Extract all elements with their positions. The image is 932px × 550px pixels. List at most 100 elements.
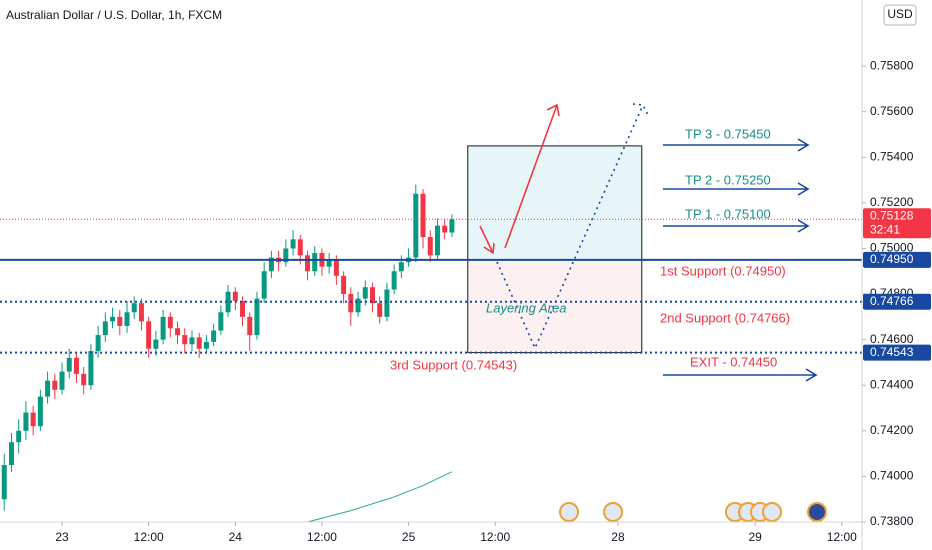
candle-body xyxy=(30,412,36,427)
candle-body xyxy=(95,335,101,352)
candle-body xyxy=(1,465,7,500)
moving-average xyxy=(307,471,453,523)
candle-body xyxy=(45,380,51,397)
y-tick-label: 0.75800 xyxy=(870,58,914,72)
event-icons xyxy=(559,502,827,522)
candle-body xyxy=(232,291,238,301)
level-label: 0.74950 xyxy=(870,252,914,266)
candle-body xyxy=(449,219,455,233)
tp2-arrow xyxy=(663,182,810,196)
level-label: 0.74766 xyxy=(870,294,914,308)
red-arrow-down xyxy=(479,225,495,255)
annotation: 1st Support (0.74950) xyxy=(660,263,786,278)
candle-body xyxy=(160,316,166,340)
tp1-arrow xyxy=(663,219,810,233)
event-flag[interactable] xyxy=(603,502,623,522)
x-tick-label: 12:00 xyxy=(827,530,857,544)
tp3-arrow xyxy=(663,138,810,152)
candle-body xyxy=(81,373,87,386)
candle-body xyxy=(341,275,347,295)
x-tick-label: 28 xyxy=(611,530,625,544)
candle-body xyxy=(312,253,318,272)
y-tick-label: 0.74200 xyxy=(870,423,914,437)
annotation: EXIT - 0.74450 xyxy=(690,354,777,369)
candle-body xyxy=(377,303,383,317)
level-label: 0.74543 xyxy=(870,345,914,359)
y-tick-label: 0.75000 xyxy=(870,241,914,255)
candle-body xyxy=(413,193,419,258)
candle-body xyxy=(420,193,426,238)
candle-body xyxy=(52,380,58,390)
zone xyxy=(467,145,643,261)
candle-body xyxy=(73,357,79,374)
event-flag[interactable] xyxy=(807,502,827,522)
candle-body xyxy=(268,257,274,272)
event-flag[interactable] xyxy=(762,502,782,522)
candle-body xyxy=(196,337,202,349)
y-tick-label: 0.75400 xyxy=(870,149,914,163)
candle-body xyxy=(211,330,217,342)
zones xyxy=(467,145,643,354)
candle-body xyxy=(240,300,246,317)
y-tick-label: 0.74000 xyxy=(870,469,914,483)
current-price-label: 0.75128 xyxy=(870,208,914,222)
candle-body xyxy=(326,259,332,267)
candle-body xyxy=(355,298,361,313)
candle-body xyxy=(110,316,116,322)
candle-body xyxy=(16,430,22,443)
annotation: 3rd Support (0.74543) xyxy=(390,357,517,372)
candle-body xyxy=(175,328,181,336)
candle-body xyxy=(8,442,14,466)
candle-body xyxy=(146,321,152,349)
candle-body xyxy=(117,316,123,326)
currency-box[interactable] xyxy=(883,4,917,26)
candle-body xyxy=(59,371,65,390)
x-tick-label: 24 xyxy=(229,530,243,544)
x-tick-label: 23 xyxy=(55,530,69,544)
current-price-badge xyxy=(863,208,931,239)
candle-body xyxy=(189,337,195,345)
countdown: 32:41 xyxy=(870,222,900,236)
x-tick-label: 12:00 xyxy=(134,530,164,544)
candle-body xyxy=(138,303,144,322)
x-tick-label: 29 xyxy=(748,530,762,544)
drawings: TP 3 - 0.75450 TP 2 - 0.75250 TP 1 - 0.7… xyxy=(390,103,818,382)
candle-body xyxy=(384,289,390,317)
candle-body xyxy=(290,239,296,249)
currency: USD xyxy=(887,7,913,21)
candle-body xyxy=(167,316,173,329)
candle-body xyxy=(182,335,188,345)
candle-body xyxy=(261,271,267,299)
candle-body xyxy=(88,351,94,386)
candle-body xyxy=(247,316,253,336)
candle-body xyxy=(102,321,108,336)
event-flag[interactable] xyxy=(559,502,579,522)
y-tick-label: 0.73800 xyxy=(870,514,914,528)
candle-body xyxy=(218,312,224,331)
candle-body xyxy=(297,239,303,256)
candle-body xyxy=(348,294,354,313)
y-tick-label: 0.75600 xyxy=(870,104,914,118)
candle-body xyxy=(153,339,159,349)
zone xyxy=(467,259,643,354)
candle-body xyxy=(66,357,72,372)
y-tick-label: 0.74400 xyxy=(870,377,914,391)
candle-body xyxy=(203,341,209,349)
x-tick-label: 25 xyxy=(402,530,416,544)
annotation: TP 2 - 0.75250 xyxy=(685,172,771,187)
annotation: TP 1 - 0.75100 xyxy=(685,206,771,221)
y-tick-label: 0.75200 xyxy=(870,195,914,209)
candle-body xyxy=(131,303,137,313)
red-arrow-up xyxy=(504,103,560,249)
exit-arrow xyxy=(663,368,818,382)
candle-body xyxy=(427,237,433,256)
blue-path xyxy=(496,103,649,350)
candle-body xyxy=(391,271,397,290)
candle-body xyxy=(398,262,404,272)
candle-body xyxy=(434,225,440,256)
candle-body xyxy=(333,259,339,276)
annotation: TP 3 - 0.75450 xyxy=(685,126,771,141)
x-tick-label: 12:00 xyxy=(307,530,337,544)
candle-body xyxy=(362,287,368,299)
